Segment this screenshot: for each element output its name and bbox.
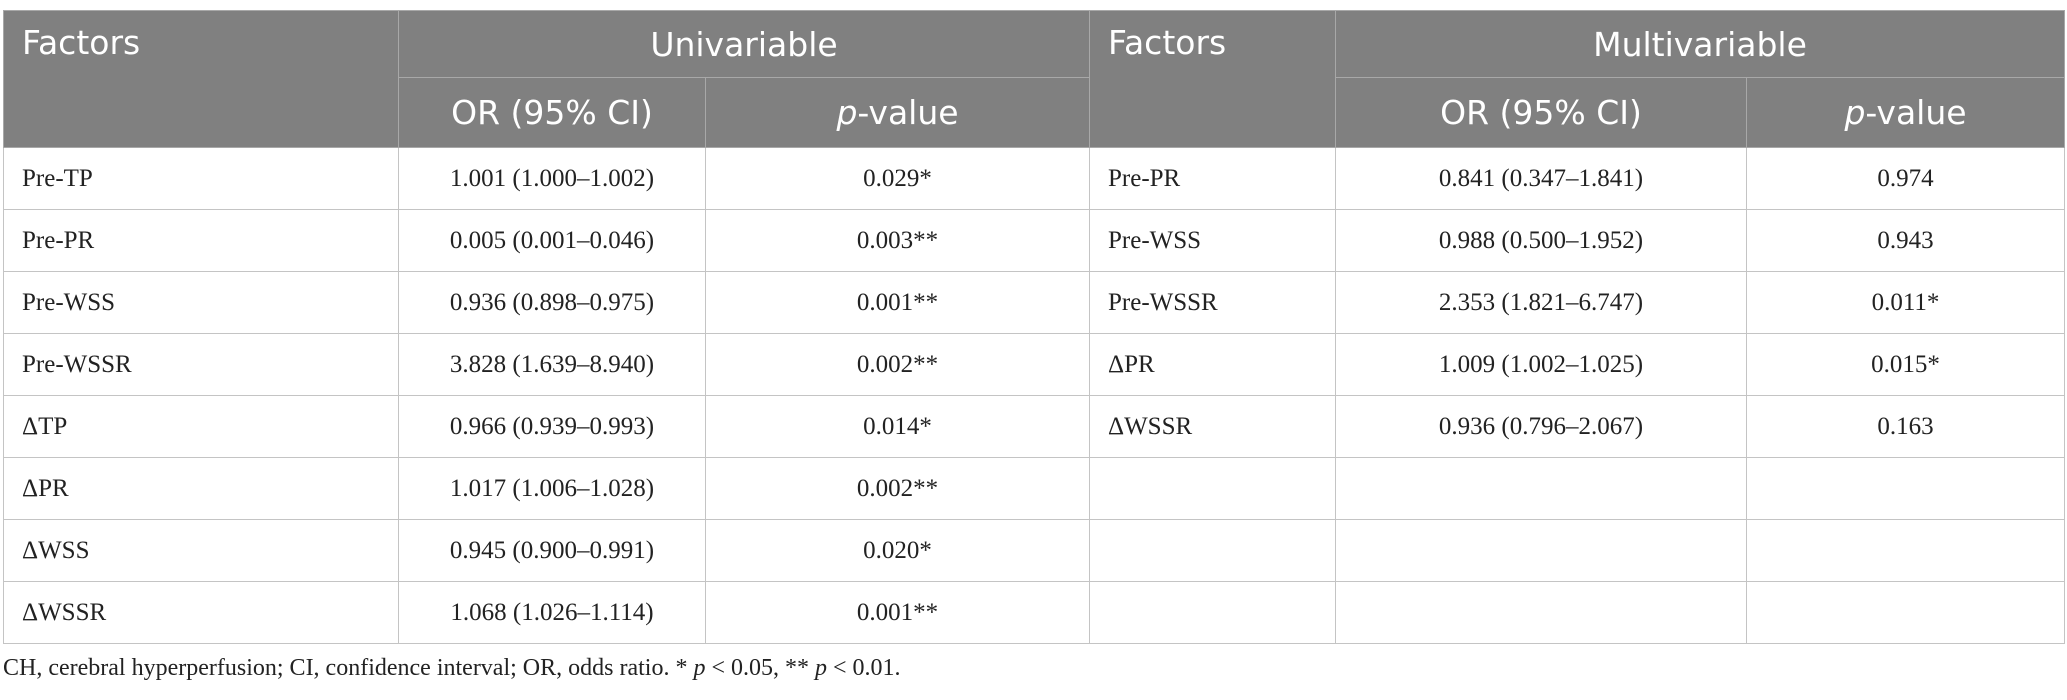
table-cell [1089,457,1336,520]
table-cell [1089,519,1336,582]
table-cell: Pre-TP [3,147,399,210]
table-row: ΔPR 1.017 (1.006–1.028) 0.002** [3,457,2066,520]
table-cell: 0.001** [705,271,1090,334]
table-cell: 0.020* [705,519,1090,582]
header-cell: OR (95% CI) [1335,77,1747,148]
table-cell: 0.002** [705,457,1090,520]
table-body: Pre-TP 1.001 (1.000–1.002) 0.029* Pre-PR 0.8… [3,147,2066,644]
table: Factors Univariable Factors Multivariabl… [3,10,2066,644]
header-italic: p [836,93,858,132]
table-cell: 0.936 (0.898–0.975) [398,271,706,334]
table-cell: 0.005 (0.001–0.046) [398,209,706,272]
footnote-text: < 0.05, ** [705,655,816,681]
footnote-text: p [693,655,706,681]
table-row: Pre-WSS 0.936 (0.898–0.975) 0.001** Pre-WSS… [3,271,2066,334]
header-row: Factors Univariable Factors Multivariabl… [3,10,2066,148]
table-cell: ΔWSS [3,519,399,582]
table-cell: 0.002** [705,333,1090,396]
table-cell: 0.988 (0.500–1.952) [1335,209,1747,272]
table-cell: 0.936 (0.796–2.067) [1335,395,1747,458]
header-cell: OR (95% CI) [398,77,706,148]
table-row: ΔWSSR 1.068 (1.026–1.114) 0.001** [3,581,2066,644]
table-cell: 1.068 (1.026–1.114) [398,581,706,644]
table-row: Pre-TP 1.001 (1.000–1.002) 0.029* Pre-PR 0.8… [3,147,2066,210]
table-cell: 0.029* [705,147,1090,210]
table-cell: Pre-WSS [3,271,399,334]
table-cell [1745,457,2066,520]
table-cell [1335,457,1747,520]
table-row: ΔWSS 0.945 (0.900–0.991) 0.020* [3,519,2066,582]
header-cell: Factors [1089,10,1336,148]
table-cell: ΔWSSR [1089,395,1336,458]
header-text: -value [1865,93,1967,132]
header-cell: Multivariable [1334,10,2066,78]
table-cell: ΔPR [1089,333,1336,396]
table-row: ΔTP 0.966 (0.939–0.993) 0.014* ΔWSSR 0.936 (… [3,395,2066,458]
header-cell: p-value [705,77,1090,148]
footnote-text: p [815,655,828,681]
table-cell: Pre-WSSR [1089,271,1336,334]
table-row: Pre-WSSR 3.828 (1.639–8.940) 0.002** ΔPR 1.0… [3,333,2066,396]
table-cell [1335,581,1747,644]
table-cell [1745,519,2066,582]
table-row: Pre-PR 0.005 (0.001–0.046) 0.003** Pre-WSS 0… [3,209,2066,272]
header-cell: Factors [3,10,399,148]
table-cell: 0.841 (0.347–1.841) [1335,147,1747,210]
header-row: OR (95% CI) p-value OR (95% CI) p-value [4,77,2066,148]
table-cell: Pre-PR [1089,147,1336,210]
table-cell: 0.943 [1745,209,2066,272]
table-cell: ΔWSSR [3,581,399,644]
table-cell: 0.001** [705,581,1090,644]
table-cell: 0.945 (0.900–0.991) [398,519,706,582]
table-cell: 3.828 (1.639–8.940) [398,333,706,396]
table-cell: Pre-WSSR [3,333,399,396]
header-cell: p-value [1745,77,2066,148]
footnote-text: CH, cerebral hyperperfusion; CI, confide… [3,655,694,681]
header-text: -value [857,93,959,132]
header-cell: Univariable [398,10,1090,78]
table-cell: 2.353 (1.821–6.747) [1335,271,1747,334]
table-cell: 0.011* [1745,271,2066,334]
table-cell: 0.003** [705,209,1090,272]
table-wrap: Factors Univariable Factors Multivariabl… [3,10,2066,644]
table-cell: 0.015* [1745,333,2066,396]
table-cell: 0.966 (0.939–0.993) [398,395,706,458]
table-cell: 1.009 (1.002–1.025) [1335,333,1747,396]
table-cell: 1.001 (1.000–1.002) [398,147,706,210]
table-cell [1745,581,2066,644]
table-cell: 1.017 (1.006–1.028) [398,457,706,520]
table-cell [1089,581,1336,644]
header-italic: p [1844,93,1866,132]
table-cell [1335,519,1747,582]
table-cell: Pre-PR [3,209,399,272]
footnote: CH, cerebral hyperperfusion; CI, confide… [3,655,901,682]
table-cell: 0.974 [1745,147,2066,210]
table-cell: ΔTP [3,395,399,458]
table-cell: 0.014* [705,395,1090,458]
table-cell: Pre-WSS [1089,209,1336,272]
table-cell: 0.163 [1745,395,2066,458]
table-cell: ΔPR [3,457,399,520]
footnote-text: < 0.01. [827,655,901,681]
